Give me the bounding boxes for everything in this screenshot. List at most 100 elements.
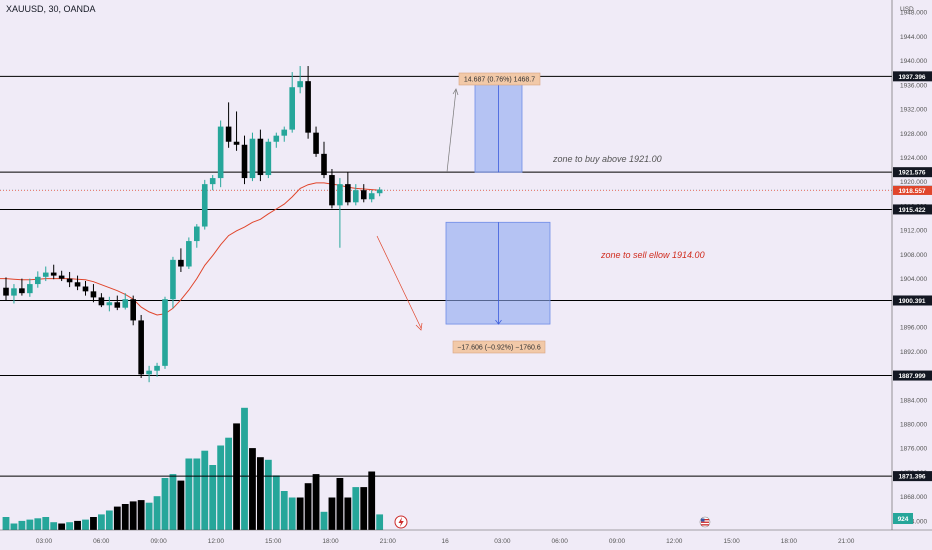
volume-bar (217, 445, 225, 530)
candle-body (11, 288, 17, 296)
level-label-bg (893, 471, 932, 482)
price-tick: 1924.000 (900, 155, 927, 162)
candle-body (154, 365, 160, 371)
price-tick: 1892.000 (900, 349, 927, 356)
candle (90, 284, 97, 303)
candle (281, 126, 288, 142)
us-flag-event-icon[interactable] (699, 516, 711, 528)
candle (82, 281, 89, 296)
level-label-bg (893, 71, 932, 82)
volume-bar (376, 514, 384, 530)
time-tick: 06:00 (93, 538, 110, 545)
time-tick: 12:00 (666, 538, 683, 545)
candle (162, 296, 168, 369)
volume-bar (129, 501, 137, 530)
level-label-bg (893, 295, 932, 306)
candle-body (82, 286, 89, 292)
volume-bar (225, 437, 232, 530)
candle (257, 129, 264, 182)
sell-measure-label: −17.606 (−0.92%) −1760.6 (457, 345, 541, 352)
volume-bar (344, 497, 352, 530)
price-tick: 1948.000 (900, 10, 927, 17)
volume-bar (352, 487, 360, 530)
candle (305, 66, 311, 139)
time-tick: 16 (441, 538, 449, 545)
candle-body (249, 138, 256, 179)
volume-bar (233, 423, 240, 530)
time-tick: 21:00 (380, 538, 397, 545)
candle-body (217, 126, 224, 179)
candle (170, 256, 176, 309)
candlesticks (3, 66, 383, 383)
volume-bar (105, 510, 113, 530)
candle (297, 66, 303, 94)
time-axis[interactable]: 03:00 06:00 09:00 12:00 15:00 18:00 21:00 16 03:… (36, 538, 855, 545)
volume-bar (264, 459, 272, 530)
buy-measure-bg (458, 72, 541, 86)
volume-bar (177, 480, 185, 530)
candle-body (289, 87, 295, 130)
buy-measure-label: 14.687 (0.76%) 1468.7 (464, 77, 535, 84)
candle (337, 178, 343, 248)
volume-bar (121, 504, 129, 530)
volume-bar (272, 475, 280, 530)
price-tick: 1944.000 (900, 34, 927, 41)
price-tick: 1940.000 (900, 58, 927, 65)
time-tick: 09:00 (609, 538, 626, 545)
candle-body (162, 299, 168, 366)
candle (217, 120, 224, 188)
candle-body (273, 135, 280, 142)
price-tick: 1876.000 (900, 446, 927, 453)
time-tick: 06:00 (552, 538, 569, 545)
sell-zone-box[interactable] (445, 221, 551, 325)
candle (209, 175, 216, 191)
price-tick: 1880.000 (900, 422, 927, 429)
candle-body (297, 81, 303, 88)
replay-lightning-icon[interactable] (394, 515, 408, 529)
candle-body (42, 272, 49, 277)
volume-bar (137, 500, 145, 530)
candle-body (281, 129, 288, 136)
candle (19, 278, 25, 296)
candle-body (66, 278, 73, 283)
candle-body (19, 288, 25, 294)
volume-bar (50, 522, 58, 530)
volume-bar (328, 497, 336, 530)
candle-body (337, 184, 343, 206)
buy-projection-arrow (446, 89, 457, 173)
level-label-bg (893, 370, 932, 381)
candle (3, 277, 9, 301)
price-tick: 1936.000 (900, 82, 927, 89)
volume-bar (98, 514, 105, 530)
volume-badge: 924 (893, 513, 913, 524)
volume-bar (10, 523, 18, 530)
time-tick: 09:00 (150, 538, 167, 545)
volume-bar (66, 522, 73, 530)
candle (35, 271, 41, 288)
candle (130, 295, 136, 326)
candle-body (360, 190, 367, 200)
price-tick: 1904.000 (900, 276, 927, 283)
candle-body (98, 297, 105, 306)
time-tick: 21:00 (838, 538, 855, 545)
level-label: 1900.391 (898, 298, 925, 305)
price-marker-bg (893, 185, 932, 195)
level-label-bg (893, 167, 932, 178)
volume-bar (257, 457, 264, 530)
volume-bar (2, 517, 10, 530)
candle (58, 270, 65, 282)
candle (376, 187, 383, 197)
volume-bar (241, 407, 248, 530)
time-tick: 03:00 (494, 538, 511, 545)
position-zones[interactable]: 14.687 (0.76%) 1468.7 −17.606 (−0.92%) −1… (376, 72, 705, 354)
candle-body (257, 138, 264, 176)
candle (225, 102, 232, 148)
candle-body (170, 259, 176, 300)
candle-body (265, 141, 272, 176)
volume-bar (193, 458, 201, 530)
volume-bar (312, 474, 320, 530)
level-label: 1887.999 (898, 373, 925, 380)
candle-body (122, 299, 129, 308)
candle-body (146, 370, 152, 375)
